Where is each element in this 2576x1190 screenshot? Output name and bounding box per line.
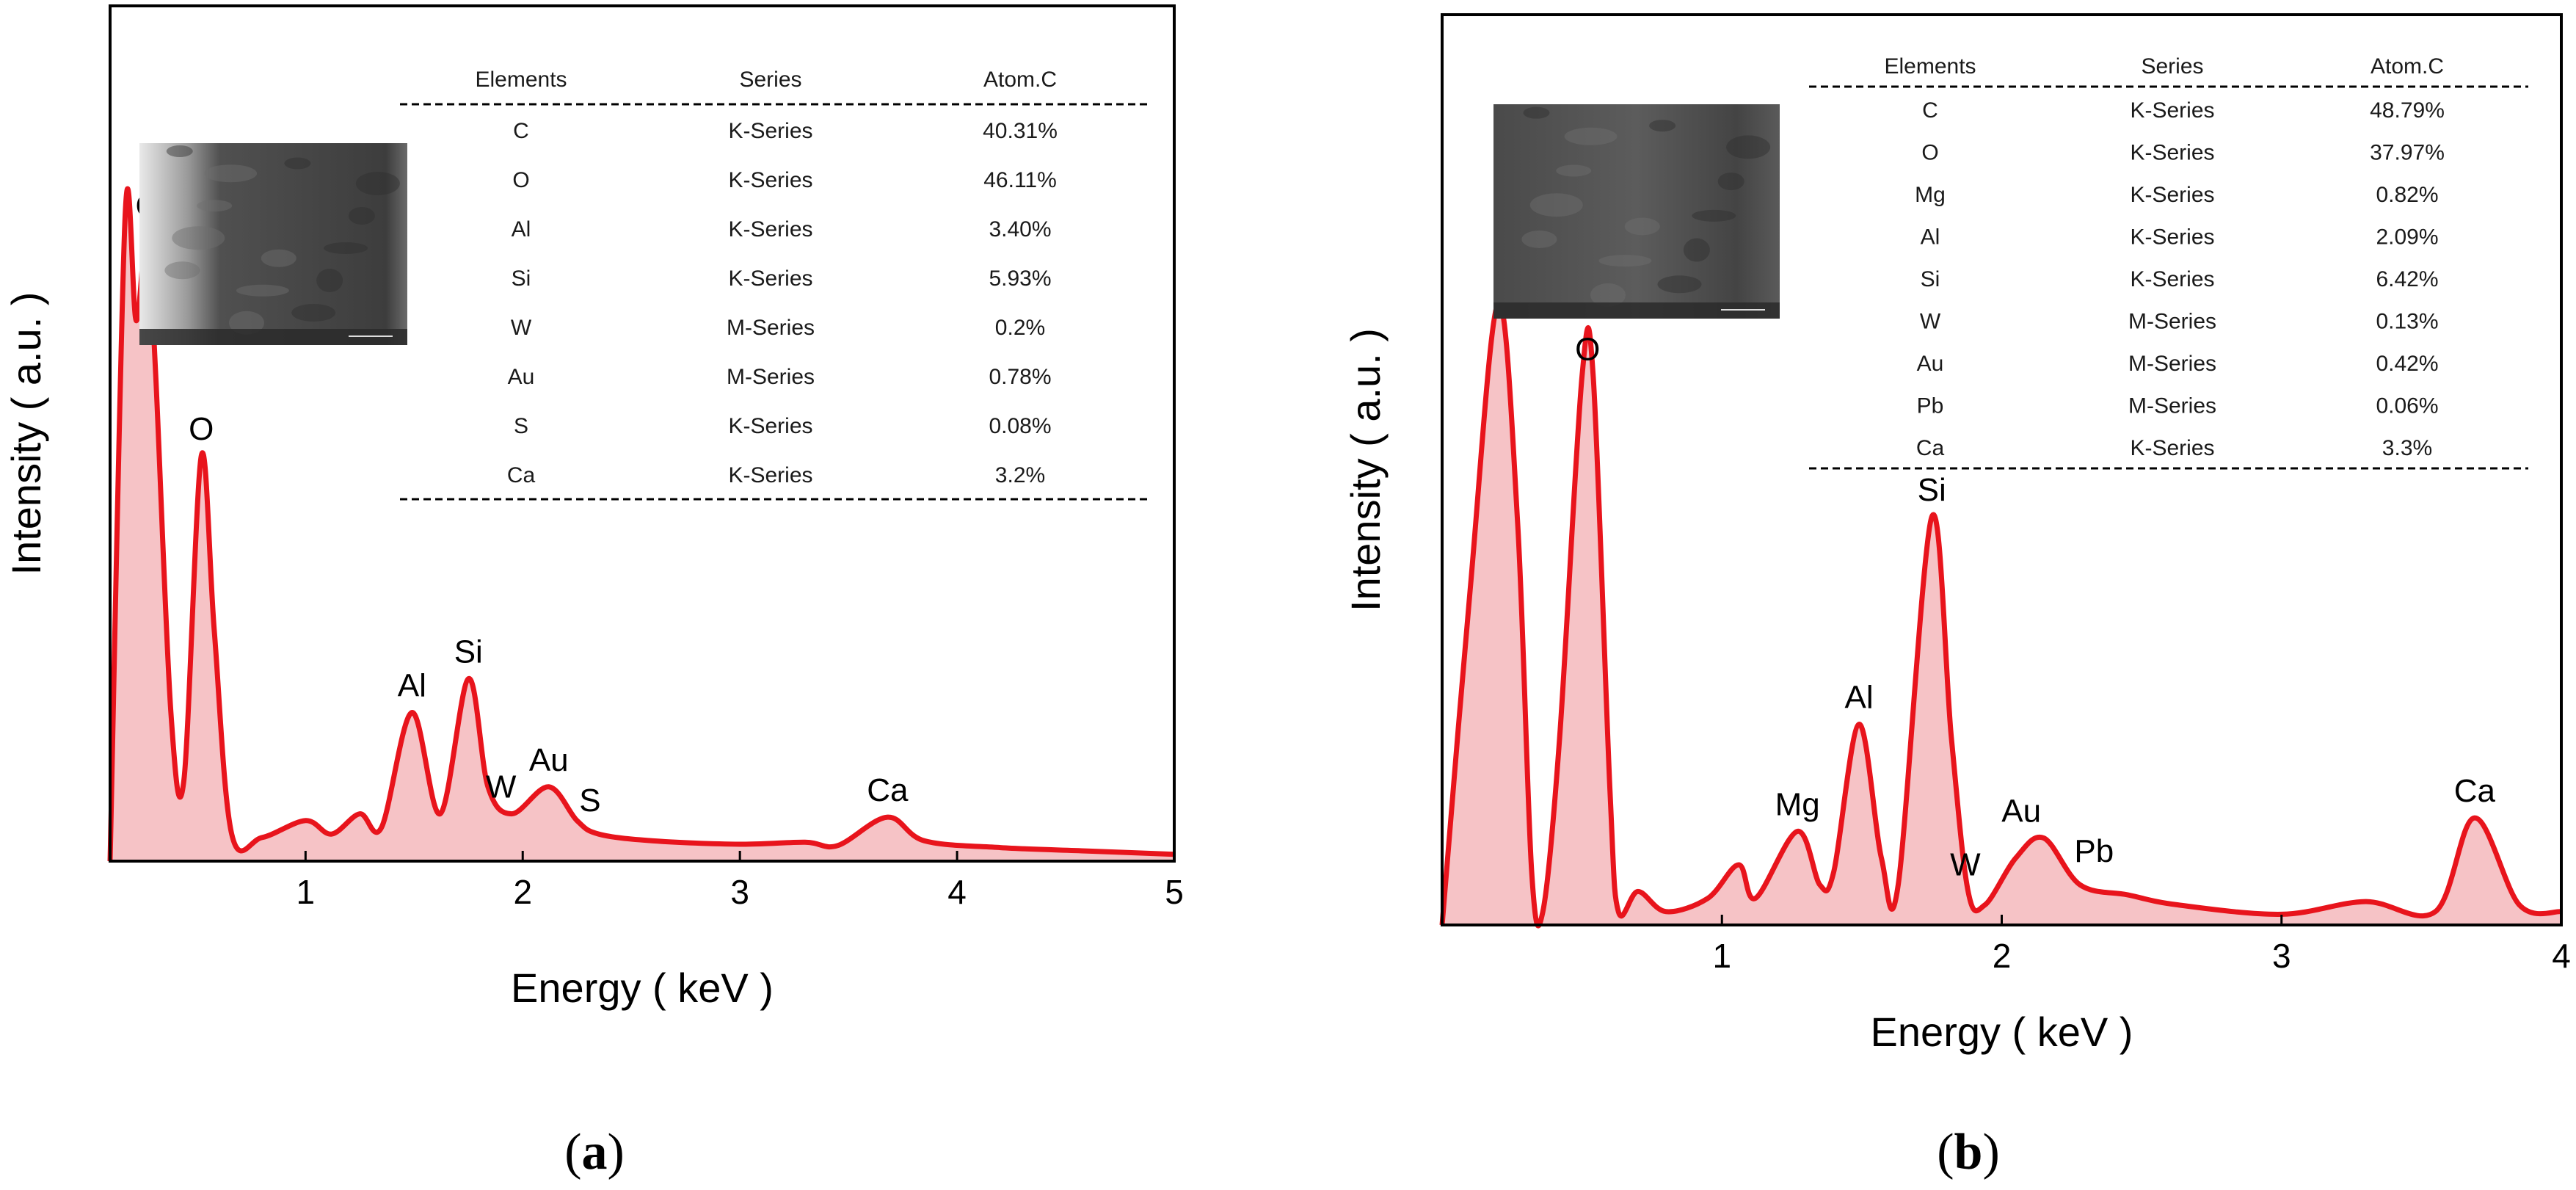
peak-label-ca: Ca (2454, 773, 2496, 809)
table-cell: Ca (1916, 436, 1945, 460)
element-table: Elements Series Atom.C C K-Series 48.79% O K-Se… (1809, 54, 2528, 470)
table-cell: M-Series (727, 316, 815, 340)
table-cell: 0.42% (2376, 352, 2438, 376)
table-cell: 0.82% (2376, 183, 2438, 207)
peak-label-s: S (579, 783, 600, 819)
table-cell: K-Series (728, 414, 812, 438)
peak-label-si: Si (1918, 472, 1946, 508)
x-tick-label: 3 (730, 873, 749, 911)
table-cell: 3.2% (995, 463, 1045, 487)
table-cell: C (1922, 98, 1938, 123)
table-cell: Al (512, 217, 531, 242)
table-cell: 0.2% (995, 316, 1045, 340)
panel-label: (b) (1937, 1124, 2000, 1180)
table-header-elements: Elements (475, 68, 567, 92)
table-cell: 37.97% (2370, 141, 2445, 165)
table-cell: K-Series (2130, 98, 2214, 123)
peak-label-o: O (1575, 332, 1600, 368)
table-header-elements: Elements (1884, 54, 1976, 79)
x-axis-title: Energy ( keV ) (511, 965, 774, 1011)
table-cell: Al (1921, 225, 1940, 250)
table-cell: K-Series (2130, 141, 2214, 165)
table-cell: K-Series (728, 266, 812, 291)
table-cell: K-Series (2130, 267, 2214, 291)
peak-label-w: W (1950, 846, 1981, 882)
peak-label-w: W (486, 769, 517, 805)
table-cell: Pb (1917, 394, 1944, 418)
x-tick-label: 1 (296, 873, 316, 911)
table-cell: K-Series (728, 119, 812, 143)
table-header-series: Series (739, 68, 801, 92)
x-tick-label: 2 (513, 873, 532, 911)
table-cell: 0.08% (989, 414, 1051, 438)
table-header-atomc: Atom.C (983, 68, 1057, 92)
x-tick-label: 3 (2272, 937, 2291, 975)
peak-label-al: Al (1845, 680, 1874, 716)
table-cell: 3.40% (989, 217, 1051, 242)
table-cell: C (513, 119, 529, 143)
peak-label-pb: Pb (2074, 833, 2114, 869)
peak-label-au: Au (529, 742, 569, 778)
spectrum-fill (1442, 302, 2561, 926)
x-tick-label: 4 (2552, 937, 2571, 975)
peak-label-al: Al (398, 668, 426, 704)
sem-thumbnail (139, 143, 407, 345)
x-tick-label: 4 (947, 873, 967, 911)
peak-label-si: Si (454, 634, 483, 670)
x-tick-label: 1 (1712, 937, 1731, 975)
table-cell: K-Series (728, 217, 812, 242)
peak-label-ca: Ca (867, 772, 909, 808)
table-cell: M-Series (2128, 352, 2216, 376)
table-cell: 48.79% (2370, 98, 2445, 123)
table-cell: O (512, 168, 529, 192)
table-cell: M-Series (727, 365, 815, 389)
table-cell: Ca (507, 463, 536, 487)
y-axis-title: Intensity ( a.u. ) (1342, 328, 1389, 612)
table-cell: 0.78% (989, 365, 1051, 389)
peak-label-mg: Mg (1775, 786, 1820, 822)
table-cell: Mg (1915, 183, 1946, 207)
peak-label-o: O (189, 411, 214, 447)
table-cell: O (1921, 141, 1938, 165)
table-cell: K-Series (728, 463, 812, 487)
element-table: Elements Series Atom.C C K-Series 40.31% O K-Se… (400, 68, 1149, 501)
table-cell: S (514, 414, 528, 438)
table-cell: Au (508, 365, 535, 389)
table-header-series: Series (2141, 54, 2203, 79)
table-cell: W (1920, 310, 1941, 334)
table-header-atomc: Atom.C (2371, 54, 2444, 79)
table-cell: K-Series (2130, 436, 2214, 460)
spectrum-fill (110, 189, 1174, 862)
panel-label: (a) (564, 1124, 625, 1180)
x-axis-title: Energy ( keV ) (1871, 1009, 2133, 1055)
table-cell: 0.13% (2376, 310, 2438, 334)
table-cell: W (511, 316, 532, 340)
table-cell: 46.11% (983, 168, 1057, 192)
table-cell: 5.93% (989, 266, 1051, 291)
table-cell: K-Series (728, 168, 812, 192)
x-tick-label: 5 (1165, 873, 1184, 911)
table-cell: M-Series (2128, 394, 2216, 418)
table-cell: Si (512, 266, 531, 291)
plot-frame (109, 4, 1176, 863)
x-tick-label: 2 (1993, 937, 2012, 975)
table-cell: 0.06% (2376, 394, 2438, 418)
sem-thumbnail (1493, 104, 1780, 319)
peak-label-au: Au (2001, 794, 2041, 830)
table-cell: 40.31% (983, 119, 1058, 143)
panel-a: 1 2 3 4 5 Energy ( keV ) Intensity ( a.u. ) C O A… (3, 4, 1184, 1180)
table-cell: 2.09% (2376, 225, 2438, 250)
table-cell: K-Series (2130, 183, 2214, 207)
table-cell: 3.3% (2382, 436, 2432, 460)
table-cell: 6.42% (2376, 267, 2438, 291)
table-cell: Si (1921, 267, 1940, 291)
table-cell: K-Series (2130, 225, 2214, 250)
table-cell: M-Series (2128, 310, 2216, 334)
y-axis-title: Intensity ( a.u. ) (3, 292, 49, 576)
spectrum-line (1439, 300, 2562, 929)
table-cell: Au (1917, 352, 1944, 376)
